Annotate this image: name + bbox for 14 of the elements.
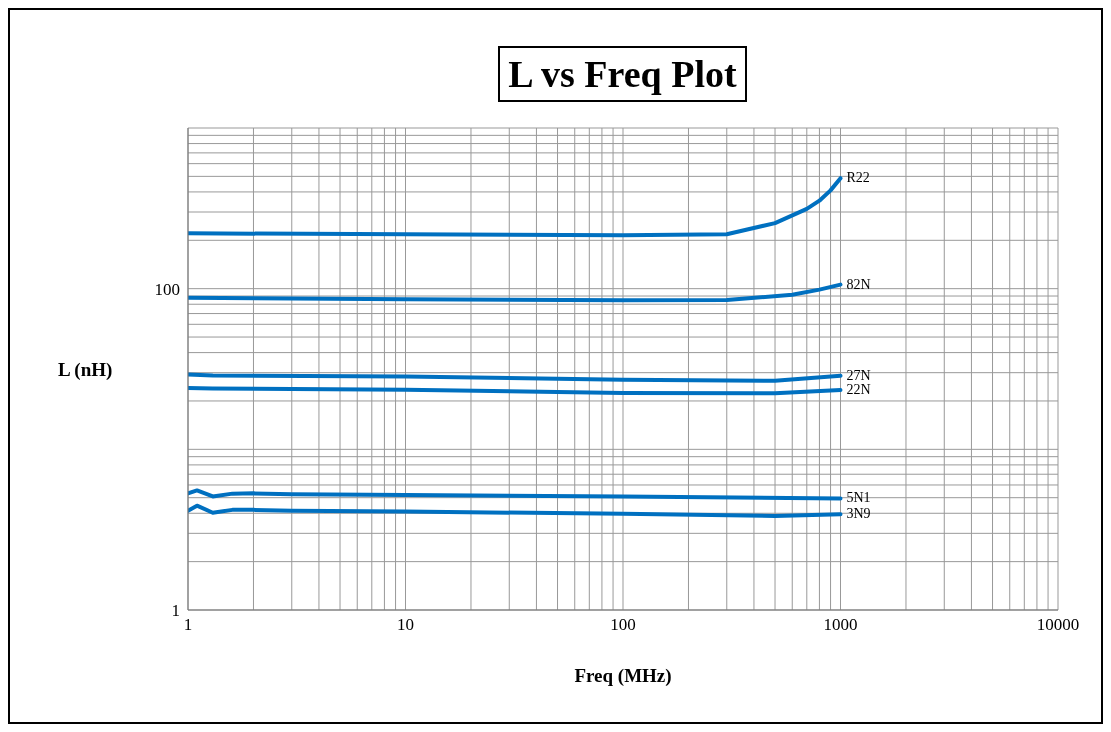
- series-label: 3N9: [846, 506, 871, 522]
- x-tick-label: 10: [397, 615, 414, 635]
- x-tick-label: 10000: [1036, 615, 1080, 635]
- series-label: 27N: [846, 367, 871, 383]
- series-label: R22: [846, 170, 870, 186]
- y-axis-title: L (nH): [58, 358, 113, 381]
- series-label: 82N: [846, 276, 871, 292]
- x-tick-label: 1: [183, 615, 193, 635]
- series-label: 22N: [846, 382, 871, 398]
- series-label: 5N1: [846, 490, 871, 506]
- x-tick-label: 100: [610, 615, 636, 635]
- x-tick-label: 1000: [823, 615, 858, 635]
- chart-title: L vs Freq Plot: [498, 46, 747, 102]
- x-axis-title: Freq (MHz): [574, 665, 672, 687]
